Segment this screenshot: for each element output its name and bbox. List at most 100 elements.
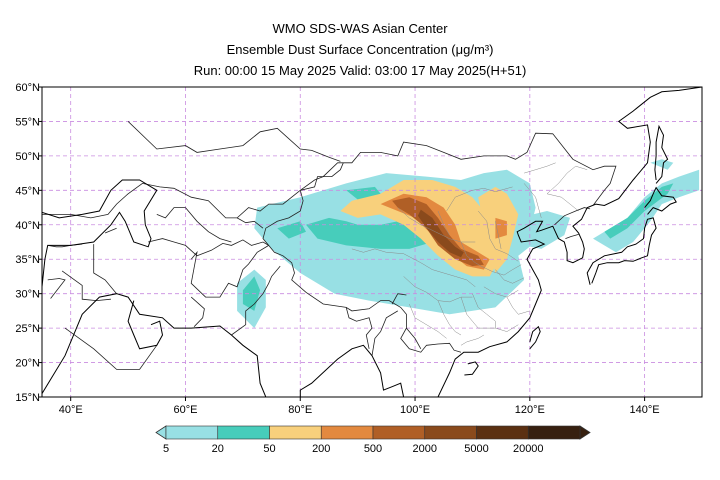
colorbar-swatch <box>165 425 219 440</box>
coastline <box>644 186 677 215</box>
province-boundary <box>446 186 513 212</box>
colorbar-tick-label: 500 <box>364 443 382 455</box>
province-boundary <box>546 165 588 194</box>
colorbar-swatch <box>476 425 529 440</box>
lon-tick-label: 120°E <box>515 404 545 416</box>
coastline <box>529 325 541 350</box>
colorbar-swatch <box>527 425 581 440</box>
coastlines <box>42 87 702 397</box>
country-border <box>190 245 269 298</box>
dust-region-level-3 <box>495 217 507 239</box>
colorbar-low-arrow <box>155 425 167 440</box>
colorbar-tick-label: 20 <box>212 443 224 455</box>
colorbar-tick-label: 200 <box>312 443 330 455</box>
lat-tick-label: 20°N <box>15 358 40 370</box>
lon-tick-label: 100°E <box>400 404 430 416</box>
country-border <box>148 238 175 243</box>
lat-tick-label: 15°N <box>15 392 40 404</box>
colorbar-legend: 5 20 50 200 500 2000 5000 20000 <box>155 425 591 455</box>
colorbar-swatch <box>424 425 477 440</box>
coastline <box>464 361 479 376</box>
country-border <box>554 207 591 226</box>
lat-tick-label: 55°N <box>15 116 40 128</box>
country-border <box>345 307 373 349</box>
lat-tick-label: 30°N <box>15 289 40 301</box>
province-boundary <box>437 300 462 336</box>
province-boundary <box>478 210 519 262</box>
lat-tick-label: 50°N <box>15 151 40 163</box>
province-boundary <box>460 334 485 346</box>
latitude-axis: 15°N 20°N 25°N 30°N 35°N 40°N 45°N 50°N 55°N 60°N <box>15 82 42 404</box>
lon-tick-label: 140°E <box>630 404 660 416</box>
country-border <box>231 265 281 336</box>
colorbar-tick-label: 20000 <box>513 443 544 455</box>
country-border <box>42 132 617 219</box>
colorbar-tick-label: 5 <box>163 443 169 455</box>
province-boundary <box>472 293 496 329</box>
lat-tick-label: 35°N <box>15 254 40 266</box>
dust-region-level-5 <box>417 209 464 258</box>
province-boundary <box>483 286 519 298</box>
country-border <box>190 296 205 327</box>
country-border <box>93 244 117 294</box>
province-boundary <box>546 193 579 212</box>
coastline <box>701 120 702 122</box>
country-border <box>61 270 111 302</box>
country-border <box>104 227 117 234</box>
province-boundary <box>351 248 444 274</box>
colorbar-swatch <box>269 425 322 440</box>
country-border <box>47 278 66 299</box>
lon-tick-label: 80°E <box>288 404 312 416</box>
coastline <box>42 293 267 397</box>
dust-region-level-1 <box>277 221 306 239</box>
province-boundary <box>495 269 525 284</box>
province-boundary <box>409 303 447 339</box>
coastline <box>42 179 158 287</box>
country-border <box>156 207 186 219</box>
coastline <box>437 87 702 397</box>
province-boundary <box>480 264 522 276</box>
colorbar-high-arrow <box>579 425 591 440</box>
dust-region-level-0 <box>518 211 570 249</box>
province-boundary <box>495 221 502 249</box>
country-border <box>371 310 399 356</box>
province-boundary <box>460 297 519 332</box>
province-boundary <box>437 210 450 236</box>
coastline <box>127 300 164 350</box>
lon-tick-label: 60°E <box>173 404 197 416</box>
country-border <box>391 293 407 305</box>
lon-tick-label: 40°E <box>59 404 83 416</box>
coastline <box>260 344 405 397</box>
province-boundary <box>460 241 482 267</box>
country-border <box>64 327 158 370</box>
lat-tick-label: 45°N <box>15 185 40 197</box>
chart-title: WMO SDS-WAS Asian Center <box>272 21 448 36</box>
country-border <box>406 327 422 349</box>
colorbar-tick-label: 2000 <box>413 443 437 455</box>
province-boundary <box>506 296 530 315</box>
lat-tick-label: 25°N <box>15 323 40 335</box>
colorbar-swatch <box>320 425 374 440</box>
country-border <box>127 121 341 162</box>
country-border <box>185 207 232 243</box>
country-border <box>262 162 462 353</box>
colorbar-tick-label: 5000 <box>464 443 488 455</box>
country-borders <box>42 121 617 370</box>
coastline <box>586 217 657 285</box>
country-border <box>173 239 269 257</box>
province-boundary <box>524 162 556 174</box>
colorbar-tick-label: 50 <box>263 443 275 455</box>
country-border <box>236 217 264 229</box>
province-boundary <box>523 183 542 218</box>
province-boundary <box>443 272 476 287</box>
map-frame <box>41 86 703 398</box>
colorbar-swatch <box>217 425 270 440</box>
chart-subtitle: Ensemble Dust Surface Concentration (μg/… <box>226 42 494 57</box>
dust-region-level-1 <box>604 183 674 239</box>
country-border <box>565 234 579 239</box>
province-boundaries <box>351 162 588 346</box>
coastline <box>654 124 669 184</box>
run-valid-time: Run: 00:00 15 May 2025 Valid: 03:00 17 M… <box>193 63 527 78</box>
graticule <box>42 87 702 397</box>
